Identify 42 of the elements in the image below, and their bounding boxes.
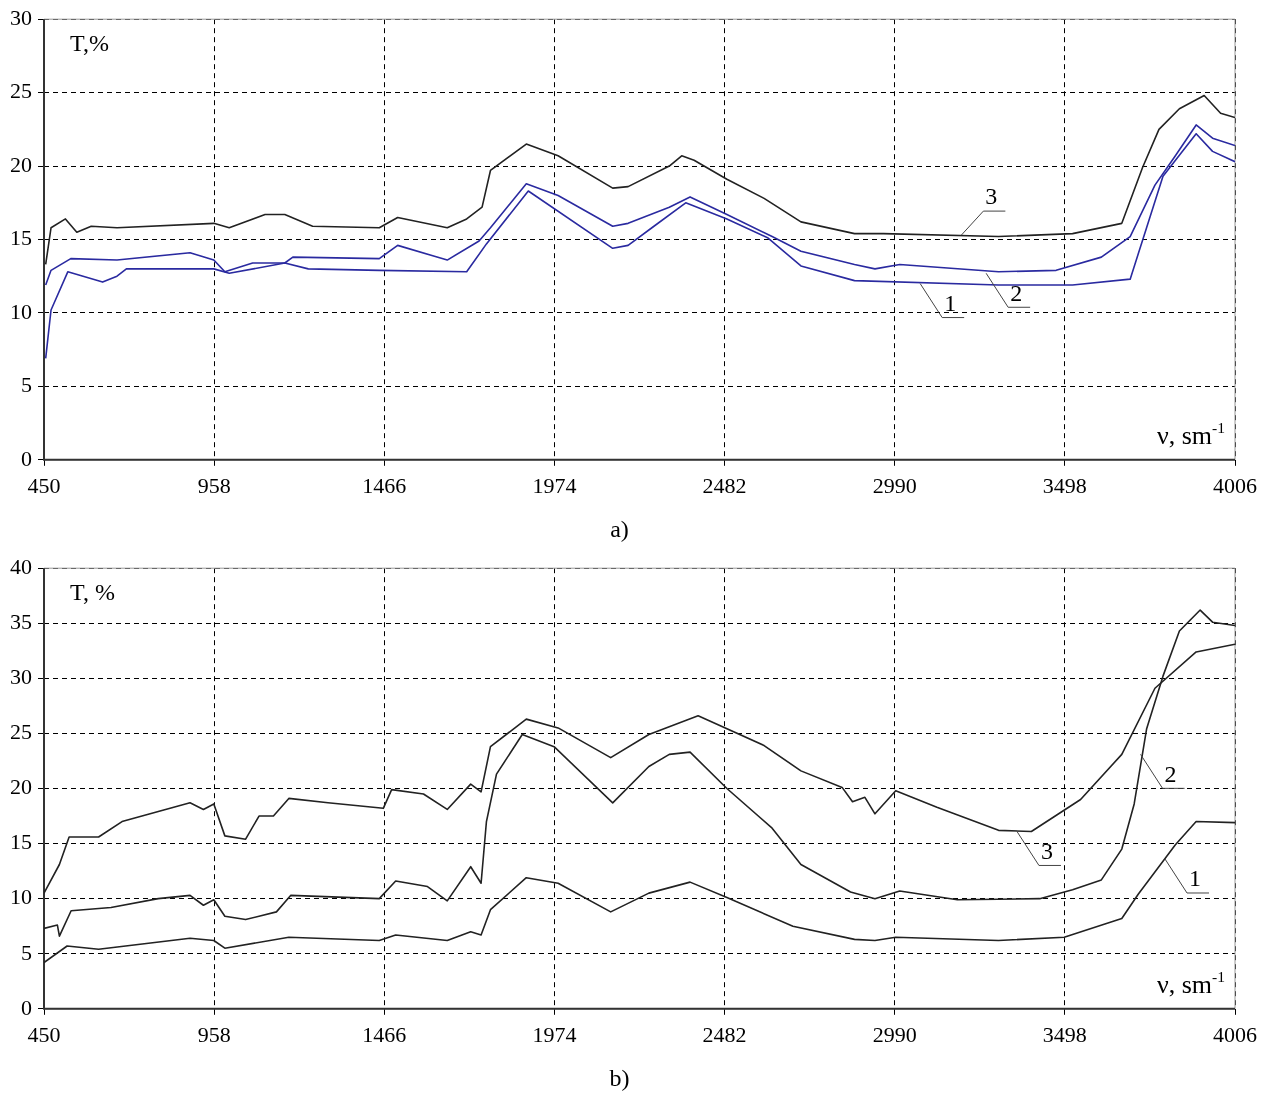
y-tick-label: 30 xyxy=(10,664,32,690)
x-tick-label: 2482 xyxy=(702,472,747,498)
y-tick-label: 0 xyxy=(21,994,32,1020)
x-tick-label: 1974 xyxy=(532,1021,577,1047)
x-tick-label: 2990 xyxy=(872,1021,917,1047)
y-axis-title: T,% xyxy=(70,30,109,57)
y-tick-label: 5 xyxy=(21,372,32,398)
y-axis-title: T, % xyxy=(70,579,115,606)
x-tick-label: 450 xyxy=(27,1021,61,1047)
x-tick-label: 3498 xyxy=(1042,1021,1087,1047)
y-tick-label: 40 xyxy=(10,553,32,579)
annotation: 3 xyxy=(985,183,998,210)
y-tick-label: 15 xyxy=(10,829,32,855)
annotation: 3 xyxy=(1040,837,1053,864)
x-tick-label: 2990 xyxy=(872,472,917,498)
annotation: 2 xyxy=(1164,760,1177,787)
x-tick-label: 3498 xyxy=(1042,472,1087,498)
y-tick-label: 30 xyxy=(10,4,32,30)
y-tick-label: 5 xyxy=(21,939,32,965)
x-tick-label: 958 xyxy=(197,1021,231,1047)
annotation: 2 xyxy=(1010,279,1023,306)
x-tick-label: 1974 xyxy=(532,472,577,498)
y-tick-label: 35 xyxy=(10,609,32,635)
y-tick-label: 10 xyxy=(10,884,32,910)
y-tick-label: 0 xyxy=(21,445,32,471)
x-tick-label: 2482 xyxy=(702,1021,747,1047)
y-tick-label: 20 xyxy=(10,774,32,800)
annotation: 1 xyxy=(1189,865,1201,892)
y-tick-label: 10 xyxy=(10,298,32,324)
y-tick-label: 20 xyxy=(10,151,32,177)
text: b) xyxy=(609,1064,630,1091)
x-tick-label: 4006 xyxy=(1213,1021,1257,1047)
y-tick-label: 25 xyxy=(10,78,32,104)
x-tick-label: 450 xyxy=(27,472,61,498)
x-tick-label: 958 xyxy=(197,472,231,498)
annotation: 1 xyxy=(944,289,957,316)
x-tick-label: 1466 xyxy=(362,1021,407,1047)
x-tick-label: 1466 xyxy=(362,472,407,498)
x-tick-label: 4006 xyxy=(1213,472,1257,498)
y-tick-label: 15 xyxy=(10,225,32,251)
y-tick-label: 25 xyxy=(10,719,32,745)
text: a) xyxy=(610,515,629,542)
